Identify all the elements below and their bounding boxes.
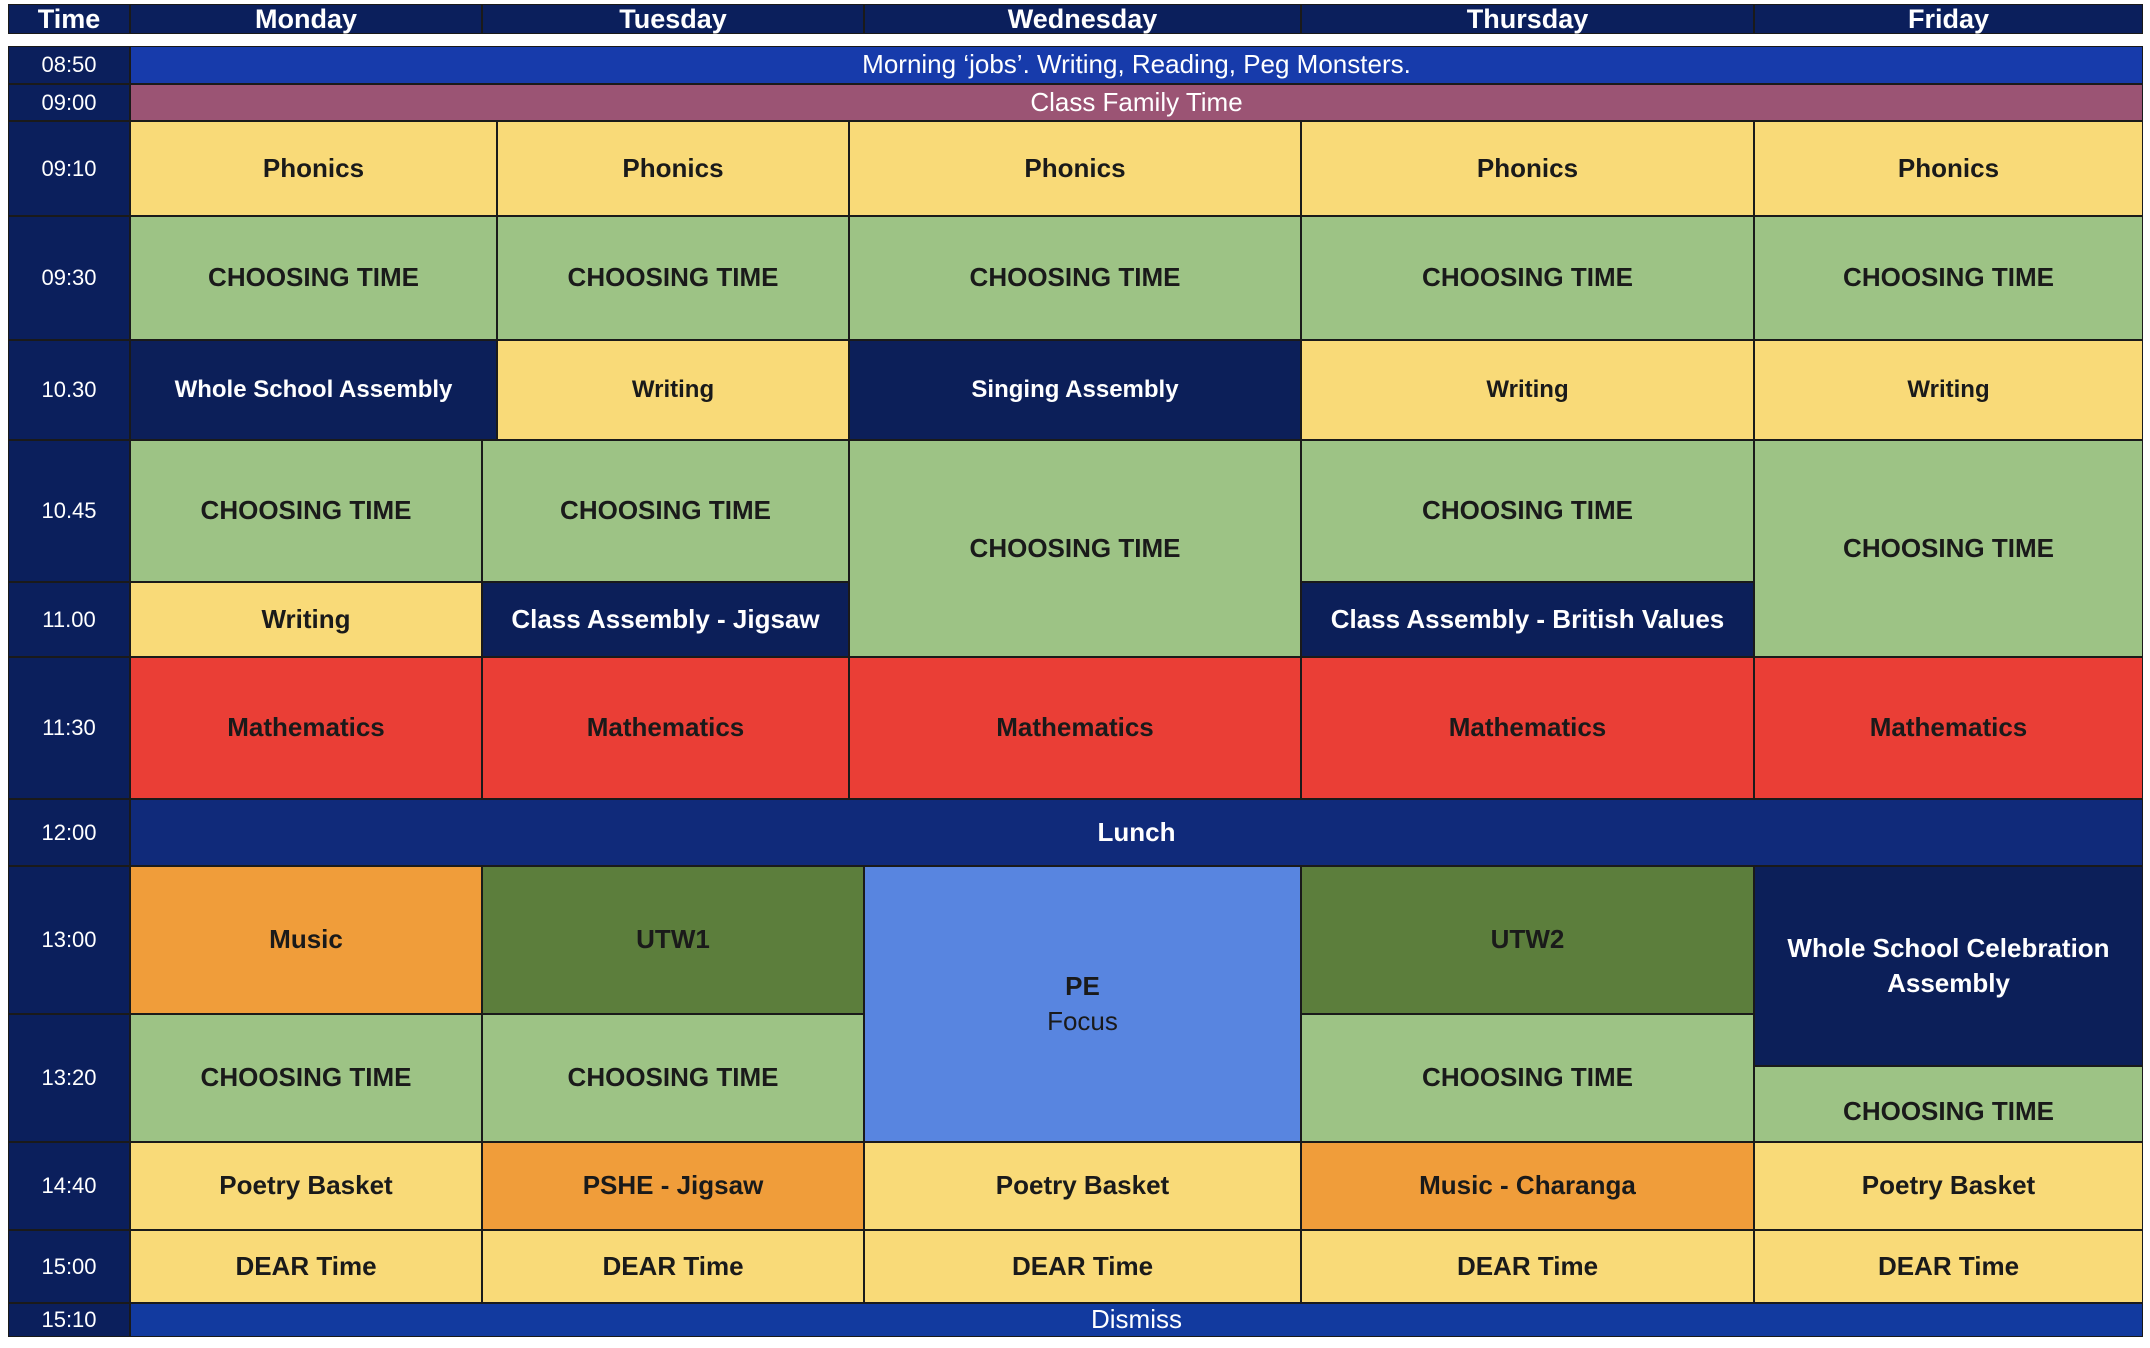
wednesday-poetry-basket: Poetry Basket <box>864 1142 1301 1230</box>
wednesday-choosing-time-1: CHOOSING TIME <box>849 216 1301 340</box>
tuesday-phonics: Phonics <box>497 121 849 216</box>
monday-choosing-time-1: CHOOSING TIME <box>130 216 497 340</box>
time-1510: 15:10 <box>8 1303 130 1337</box>
header-time: Time <box>8 4 130 34</box>
lunch-banner: Lunch <box>130 799 2143 866</box>
wednesday-pe-label: PE <box>1065 970 1100 1001</box>
header-tuesday: Tuesday <box>482 4 864 34</box>
friday-writing: Writing <box>1754 340 2143 440</box>
thursday-writing: Writing <box>1301 340 1754 440</box>
dismiss-banner: Dismiss <box>130 1303 2143 1337</box>
monday-poetry-basket: Poetry Basket <box>130 1142 482 1230</box>
tuesday-mathematics: Mathematics <box>482 657 849 799</box>
monday-dear-time: DEAR Time <box>130 1230 482 1303</box>
header-thursday: Thursday <box>1301 4 1754 34</box>
friday-choosing-time-3: CHOOSING TIME <box>1754 1066 2143 1142</box>
friday-choosing-time-1: CHOOSING TIME <box>1754 216 2143 340</box>
timetable: Time Monday Tuesday Wednesday Thursday F… <box>8 4 2143 1337</box>
time-1030: 10.30 <box>8 340 130 440</box>
thursday-choosing-time-1: CHOOSING TIME <box>1301 216 1754 340</box>
time-1300: 13:00 <box>8 866 130 1014</box>
monday-mathematics: Mathematics <box>130 657 482 799</box>
header-friday: Friday <box>1754 4 2143 34</box>
wednesday-pe-sublabel: Focus <box>1047 1006 1118 1036</box>
monday-choosing-time-2: CHOOSING TIME <box>130 440 482 582</box>
time-1045: 10.45 <box>8 440 130 582</box>
tuesday-pshe-jigsaw: PSHE - Jigsaw <box>482 1142 864 1230</box>
wednesday-pe-focus: PE Focus <box>864 866 1301 1142</box>
header-monday: Monday <box>130 4 482 34</box>
time-0930: 09:30 <box>8 216 130 340</box>
time-1320: 13:20 <box>8 1014 130 1142</box>
wednesday-choosing-time-2: CHOOSING TIME <box>849 440 1301 657</box>
tuesday-writing: Writing <box>497 340 849 440</box>
tuesday-choosing-time-3: CHOOSING TIME <box>482 1014 864 1142</box>
tuesday-dear-time: DEAR Time <box>482 1230 864 1303</box>
class-family-time-banner: Class Family Time <box>130 84 2143 121</box>
header-wednesday: Wednesday <box>864 4 1301 34</box>
tuesday-utw1: UTW1 <box>482 866 864 1014</box>
thursday-phonics: Phonics <box>1301 121 1754 216</box>
time-1440: 14:40 <box>8 1142 130 1230</box>
friday-poetry-basket: Poetry Basket <box>1754 1142 2143 1230</box>
friday-whole-school-celebration-assembly: Whole School Celebration Assembly <box>1754 866 2143 1066</box>
time-1200: 12:00 <box>8 799 130 866</box>
monday-choosing-time-3: CHOOSING TIME <box>130 1014 482 1142</box>
thursday-utw2: UTW2 <box>1301 866 1754 1014</box>
tuesday-class-assembly-jigsaw: Class Assembly - Jigsaw <box>482 582 849 657</box>
time-1500: 15:00 <box>8 1230 130 1303</box>
monday-music: Music <box>130 866 482 1014</box>
monday-phonics: Phonics <box>130 121 497 216</box>
thursday-class-assembly-british-values: Class Assembly - British Values <box>1301 582 1754 657</box>
wednesday-phonics: Phonics <box>849 121 1301 216</box>
thursday-music-charanga: Music - Charanga <box>1301 1142 1754 1230</box>
friday-mathematics: Mathematics <box>1754 657 2143 799</box>
friday-phonics: Phonics <box>1754 121 2143 216</box>
time-0850: 08:50 <box>8 46 130 84</box>
wednesday-dear-time: DEAR Time <box>864 1230 1301 1303</box>
thursday-choosing-time-2: CHOOSING TIME <box>1301 440 1754 582</box>
time-1130: 11:30 <box>8 657 130 799</box>
time-0910: 09:10 <box>8 121 130 216</box>
tuesday-choosing-time-1: CHOOSING TIME <box>497 216 849 340</box>
tuesday-choosing-time-2: CHOOSING TIME <box>482 440 849 582</box>
thursday-mathematics: Mathematics <box>1301 657 1754 799</box>
friday-choosing-time-2: CHOOSING TIME <box>1754 440 2143 657</box>
monday-writing: Writing <box>130 582 482 657</box>
time-1100: 11.00 <box>8 582 130 657</box>
thursday-choosing-time-3: CHOOSING TIME <box>1301 1014 1754 1142</box>
thursday-dear-time: DEAR Time <box>1301 1230 1754 1303</box>
wednesday-singing-assembly: Singing Assembly <box>849 340 1301 440</box>
morning-jobs-banner: Morning ‘jobs’. Writing, Reading, Peg Mo… <box>130 46 2143 84</box>
wednesday-mathematics: Mathematics <box>849 657 1301 799</box>
friday-dear-time: DEAR Time <box>1754 1230 2143 1303</box>
monday-whole-school-assembly: Whole School Assembly <box>130 340 497 440</box>
time-0900: 09:00 <box>8 84 130 121</box>
